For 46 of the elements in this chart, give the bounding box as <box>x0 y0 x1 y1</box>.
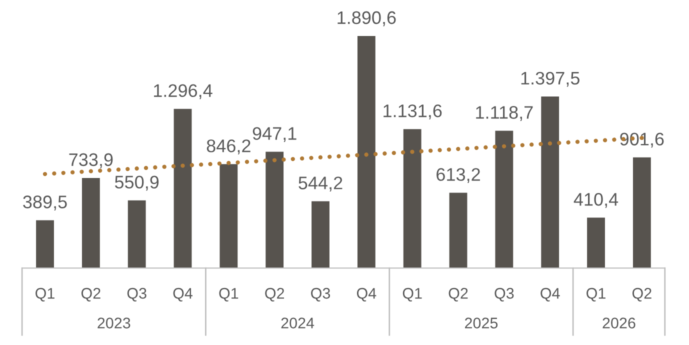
x-tick-label: Q3 <box>311 288 330 302</box>
x-tick-label: Q3 <box>494 288 514 302</box>
text: 2023 <box>98 318 130 328</box>
data-label: 1.296,4 <box>154 84 212 100</box>
x-tick-label: Q2 <box>448 288 468 302</box>
bar <box>266 152 284 268</box>
data-label: 550,9 <box>114 176 159 191</box>
bar <box>403 129 422 268</box>
bar <box>174 108 192 268</box>
x-tick-label: Q1 <box>219 288 238 302</box>
data-label: 1.890,6 <box>338 11 396 26</box>
x-tick-label: Q2 <box>81 288 100 302</box>
x-tick-label: Q3 <box>127 288 146 302</box>
data-label: 947,1 <box>252 127 296 142</box>
bar <box>312 201 330 268</box>
bar <box>220 164 238 268</box>
text: 2025 <box>464 318 498 328</box>
bar <box>541 96 560 268</box>
x-tick-label: Q2 <box>632 288 652 302</box>
x-tick-label: Q1 <box>402 288 422 302</box>
data-label: 544,2 <box>298 176 342 192</box>
x-tick-label: Q4 <box>540 288 560 302</box>
bar <box>36 220 54 268</box>
data-label: 389,5 <box>23 196 67 210</box>
text: 2026 <box>602 318 636 328</box>
x-tick-label: Q4 <box>356 288 376 302</box>
x-tick-label: Q1 <box>586 288 606 302</box>
bar <box>449 192 468 268</box>
data-label: 901,6 <box>620 132 664 148</box>
bar <box>632 157 651 268</box>
data-label: 1.118,7 <box>476 106 533 121</box>
data-label: 613,2 <box>436 168 480 184</box>
data-label: 1.131,6 <box>384 104 442 120</box>
data-label: 1.397,5 <box>521 72 580 87</box>
bar <box>495 130 514 268</box>
x-tick-label: Q2 <box>265 288 284 302</box>
text: 2024 <box>281 318 314 328</box>
x-tick-label: Q1 <box>36 288 54 302</box>
data-label: 410,4 <box>574 192 618 208</box>
bar <box>587 218 605 268</box>
bar <box>357 36 376 268</box>
x-tick-label: Q4 <box>173 288 192 302</box>
data-label: 733,9 <box>69 153 113 168</box>
bar <box>128 200 146 268</box>
data-label: 846,2 <box>206 139 250 154</box>
bar <box>82 178 100 268</box>
